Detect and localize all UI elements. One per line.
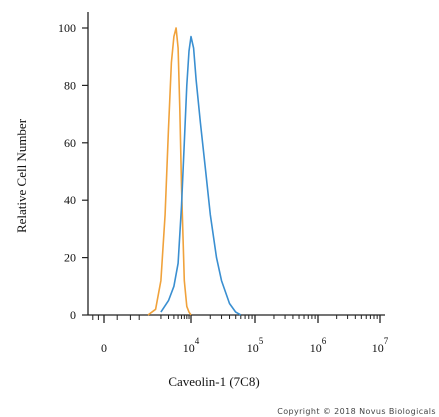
y-tick-label: 40 — [64, 193, 76, 207]
isotype-control-curve — [147, 27, 192, 316]
x-axis-title: Caveolin-1 (7C8) — [168, 374, 259, 389]
x-tick-label: 106 — [310, 336, 327, 355]
y-ticks: 0 20 40 60 80 100 — [58, 21, 88, 322]
x-ticks: 0 104 105 106 107 — [92, 315, 389, 355]
caveolin-1-curve — [160, 35, 242, 316]
y-tick-label: 80 — [64, 78, 76, 92]
histogram-curves — [147, 27, 242, 316]
y-tick-label: 0 — [70, 308, 76, 322]
y-tick-label: 20 — [64, 251, 76, 265]
x-tick-label: 104 — [183, 336, 200, 355]
y-tick-label: 100 — [58, 21, 76, 35]
y-axis-title: Relative Cell Number — [14, 118, 29, 233]
x-tick-label: 105 — [247, 336, 264, 355]
y-tick-label: 60 — [64, 136, 76, 150]
copyright-notice: Copyright © 2018 Novus Biologicals — [277, 407, 436, 416]
x-tick-label: 107 — [372, 336, 389, 355]
x-tick-label: 0 — [101, 341, 107, 355]
